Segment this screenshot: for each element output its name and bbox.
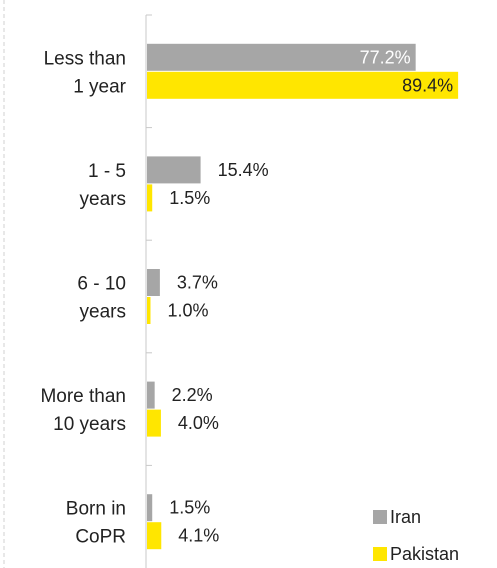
legend-label-iran: Iran: [390, 507, 421, 527]
category-label-4-1: CoPR: [75, 527, 126, 548]
value-labels: 77.2% 89.4% 15.4% 1.5% 3.7% 1.0% 2.2% 4.0% 1.5% 4…: [167, 47, 453, 545]
category-label-2-1: years: [80, 302, 126, 323]
bar-pakistan-1: [147, 184, 153, 212]
value-label-iran-3: 2.2%: [172, 385, 213, 405]
bar-iran-4: [147, 494, 153, 522]
value-label-pakistan-1: 1.5%: [169, 188, 210, 208]
bar-iran-3: [147, 381, 155, 409]
category-label-0-1: 1 year: [73, 76, 126, 97]
value-label-pakistan-3: 4.0%: [178, 413, 219, 433]
bar-pakistan-3: [147, 409, 161, 437]
value-label-pakistan-2: 1.0%: [167, 301, 208, 321]
category-label-2-0: 6 - 10: [77, 274, 126, 295]
category-axis: [145, 14, 152, 568]
category-label-3-1: 10 years: [53, 414, 126, 435]
value-label-iran-1: 15.4%: [218, 160, 269, 180]
bar-pakistan-4: [147, 522, 162, 550]
category-labels: Less than 1 year 1 - 5 years 6 - 10 years More…: [40, 48, 126, 547]
bar-iran-0: [147, 43, 416, 71]
value-label-iran-2: 3.7%: [177, 273, 218, 293]
bar-iran-2: [147, 269, 160, 296]
legend-label-pakistan: Pakistan: [390, 544, 459, 564]
value-label-pakistan-0: 89.4%: [402, 75, 453, 95]
value-label-iran-4: 1.5%: [169, 498, 210, 518]
bar-pakistan-0: [147, 71, 459, 99]
value-label-iran-0: 77.2%: [360, 47, 411, 67]
bar-iran-1: [147, 156, 201, 184]
bar-pakistan-2: [147, 297, 151, 324]
category-label-1-1: years: [80, 189, 126, 210]
category-label-0-0: Less than: [44, 48, 126, 69]
bars-group: [147, 43, 459, 550]
value-label-pakistan-4: 4.1%: [178, 526, 219, 546]
category-label-3-0: More than: [40, 386, 126, 407]
legend-swatch-iran: [373, 510, 387, 524]
legend: Iran Pakistan: [373, 507, 459, 564]
category-label-4-0: Born in: [66, 499, 126, 520]
legend-swatch-pakistan: [373, 547, 387, 561]
category-label-1-0: 1 - 5: [88, 161, 126, 182]
